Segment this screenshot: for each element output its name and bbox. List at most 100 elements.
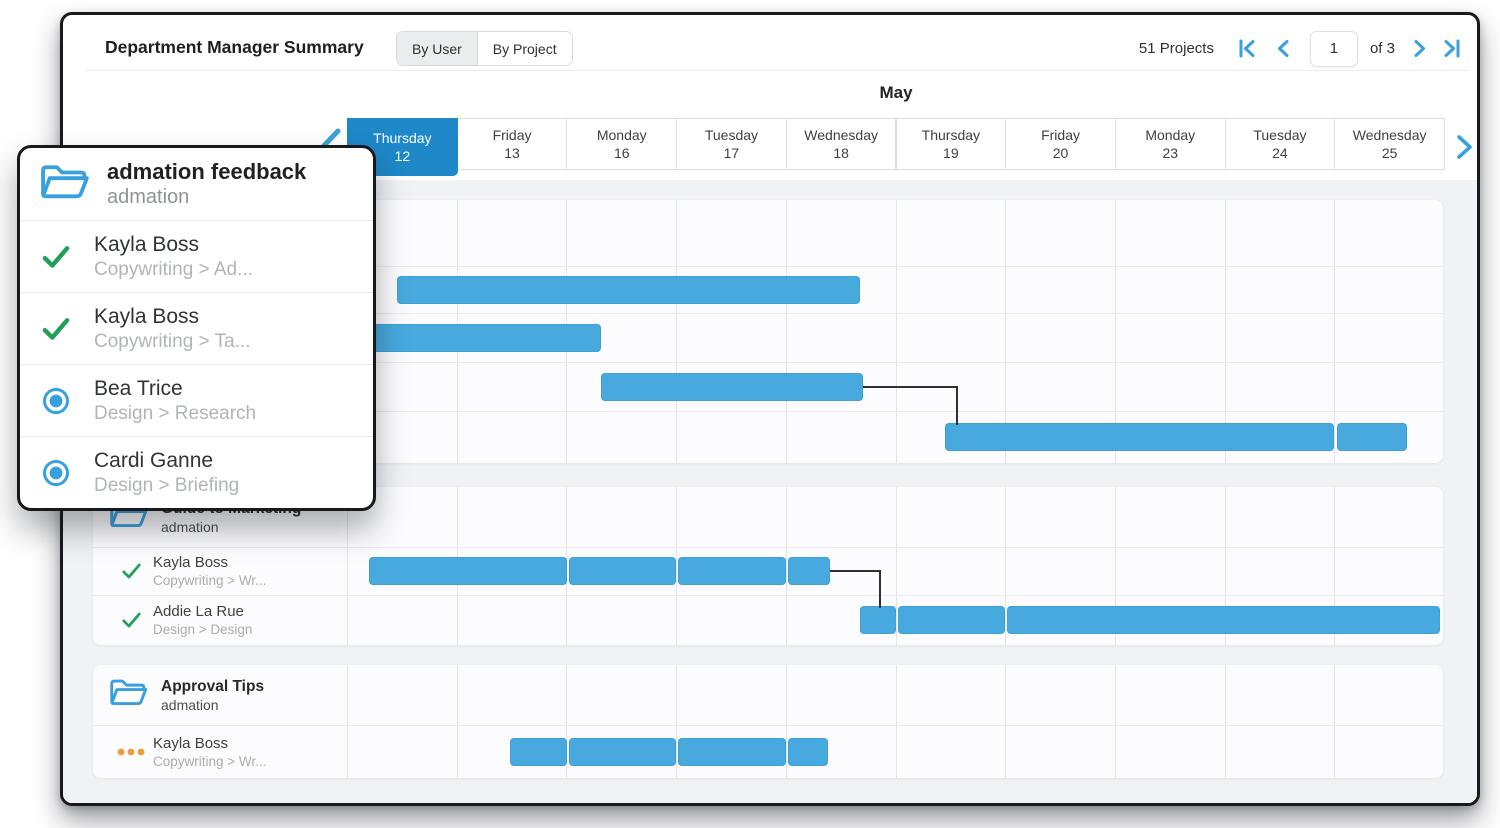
next-page-icon[interactable] (1409, 37, 1431, 61)
gantt-bar[interactable] (678, 737, 786, 766)
grid-vline (347, 665, 348, 778)
last-page-icon[interactable] (1441, 37, 1463, 61)
day-header-monday-23[interactable]: Monday 23 (1114, 118, 1226, 170)
task-row-label[interactable]: Addie La Rue Design > Design (93, 595, 347, 645)
day-name: Thursday (373, 130, 432, 146)
day-date: 17 (723, 145, 740, 161)
grid-hline (93, 595, 1443, 596)
view-toggle: By User By Project (396, 31, 573, 66)
gantt-bar[interactable] (397, 275, 860, 304)
day-date: 12 (394, 148, 411, 164)
day-name: Tuesday (704, 127, 759, 143)
popup-task-assignee: Bea Trice (94, 376, 183, 400)
day-header-wednesday-18[interactable]: Wednesday 18 (785, 118, 897, 170)
popup-task-role: Design > Briefing (94, 474, 240, 496)
task-role: Design > Design (153, 622, 253, 637)
previous-page-icon[interactable] (1272, 37, 1294, 61)
grid-vline (1114, 665, 1116, 778)
gantt-bar[interactable] (569, 737, 676, 766)
gantt-bar[interactable] (601, 372, 863, 401)
grid-vline (1114, 200, 1116, 463)
gantt-bar[interactable] (569, 557, 676, 585)
gantt-bar[interactable] (860, 606, 896, 634)
day-header-friday-13[interactable]: Friday 13 (456, 118, 568, 170)
gantt-bar[interactable] (945, 423, 1334, 451)
project-client: admation (161, 518, 219, 535)
day-date: 19 (943, 145, 959, 161)
grid-vline (1224, 665, 1226, 778)
dependency-connector (956, 385, 958, 425)
day-date: 25 (1381, 145, 1398, 161)
grid-vline (895, 200, 897, 463)
day-header-monday-16[interactable]: Monday 16 (566, 118, 678, 170)
gantt-bar[interactable] (1007, 606, 1440, 634)
popup-task-row[interactable]: Bea Trice Design > Research (20, 364, 373, 436)
day-name: Thursday (921, 127, 981, 143)
project-card: Approval Tips admation Kayla Boss Copywr… (93, 665, 1443, 778)
project-header[interactable]: Approval Tips admation (93, 665, 347, 725)
grid-vline (456, 665, 458, 778)
grid-hline (93, 313, 1443, 314)
grid-vline (785, 200, 787, 463)
check-icon (20, 316, 92, 341)
chevron-right-icon[interactable] (1451, 134, 1477, 160)
task-row-label[interactable]: Kayla Boss Copywriting > Wr... (93, 725, 347, 778)
day-header-friday-20[interactable]: Friday 20 (1005, 118, 1116, 170)
grid-vline (1114, 487, 1116, 645)
day-name: Monday (1145, 127, 1196, 143)
grid-vline (895, 665, 897, 778)
gantt-bar[interactable] (510, 737, 567, 766)
day-header-wednesday-25[interactable]: Wednesday 25 (1334, 118, 1445, 170)
grid-hline (93, 266, 1443, 267)
page-number-input[interactable] (1309, 30, 1358, 67)
check-icon (20, 244, 92, 269)
grid-vline (1005, 665, 1007, 778)
day-name: Friday (1041, 127, 1080, 143)
day-date: 13 (504, 145, 520, 161)
day-name: Monday (596, 127, 647, 143)
day-name: Wednesday (1352, 127, 1427, 143)
folder-icon (108, 677, 148, 713)
gantt-bar[interactable] (369, 557, 567, 585)
grid-hline (93, 547, 1443, 548)
tab-by-project[interactable]: By Project (477, 32, 572, 65)
gantt-bar[interactable] (898, 606, 1005, 634)
day-date: 20 (1052, 145, 1069, 161)
popup-project-client: admation (107, 186, 190, 208)
gantt-bar[interactable] (349, 323, 601, 352)
month-label: May (879, 83, 913, 102)
grid-vline (1224, 200, 1226, 463)
gantt-bar[interactable] (788, 557, 830, 585)
grid-vline (676, 200, 678, 463)
popup-task-role: Copywriting > Ta... (94, 330, 251, 352)
header-divider (86, 70, 1468, 71)
popup-task-row[interactable]: Kayla Boss Copywriting > Ad... (20, 220, 373, 292)
grid-vline (785, 665, 787, 778)
task-row-label[interactable]: Kayla Boss Copywriting > Wr... (93, 547, 347, 595)
grid-vline (1334, 200, 1336, 463)
popup-task-row[interactable]: Kayla Boss Copywriting > Ta... (20, 292, 373, 364)
day-name: Tuesday (1253, 127, 1307, 143)
tab-by-user[interactable]: By User (397, 32, 478, 65)
gantt-bar[interactable] (1337, 423, 1407, 451)
day-header-tuesday-24[interactable]: Tuesday 24 (1224, 118, 1336, 170)
gantt-bar[interactable] (788, 737, 828, 766)
grid-vline (566, 665, 568, 778)
day-date: 24 (1272, 145, 1288, 161)
day-header-thursday-19[interactable]: Thursday 19 (895, 118, 1007, 170)
task-detail-popup: admation feedback admation Kayla Boss Co… (17, 145, 376, 511)
check-icon (109, 611, 153, 628)
grid-vline (676, 487, 678, 645)
gantt-bar[interactable] (678, 557, 786, 585)
task-role: Copywriting > Wr... (153, 573, 267, 588)
radio-active-icon (20, 387, 92, 415)
first-page-icon[interactable] (1236, 37, 1258, 61)
grid-hline (93, 411, 1443, 412)
day-header-tuesday-17[interactable]: Tuesday 17 (676, 118, 787, 170)
page-title: Department Manager Summary (105, 37, 364, 57)
dependency-connector (830, 570, 881, 572)
grid-vline (1334, 665, 1336, 778)
ellipsis-pending-icon (109, 747, 153, 757)
popup-task-row[interactable]: Cardi Ganne Design > Briefing (20, 436, 373, 508)
